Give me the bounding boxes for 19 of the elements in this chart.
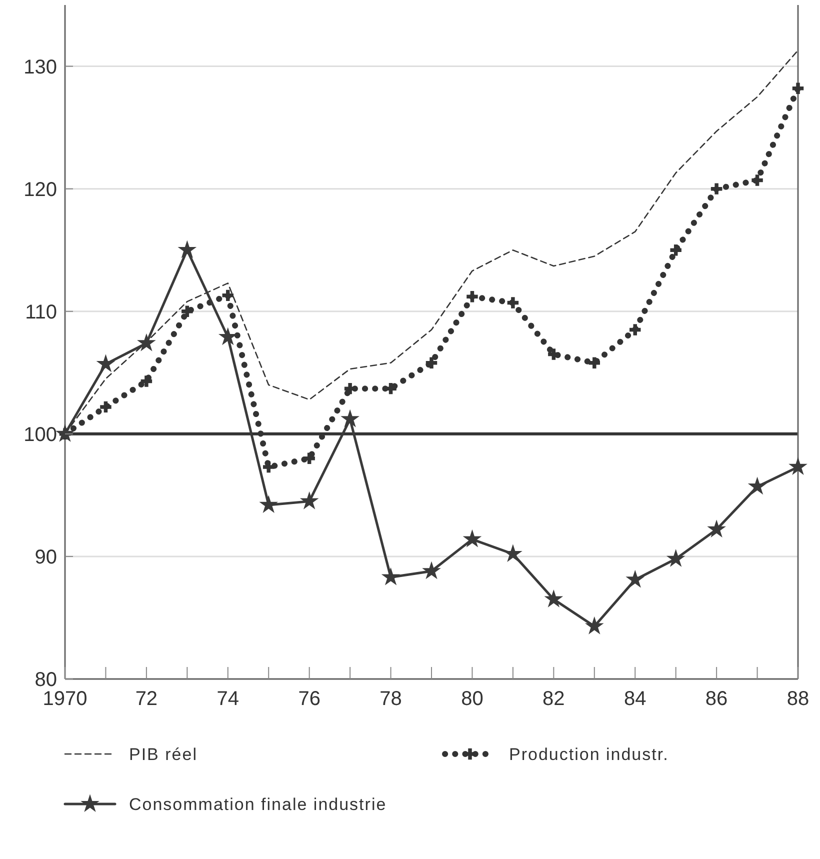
x-tick-label: 74 (216, 688, 240, 710)
x-tick-label: 88 (786, 688, 810, 710)
x-tick-label: 1970 (42, 688, 88, 710)
y-tick-label: 90 (34, 546, 57, 568)
y-tick-label: 120 (24, 178, 57, 201)
x-tick-label: 72 (135, 688, 158, 710)
legend-label: PIB réel (129, 745, 198, 764)
legend-label: Consommation finale industrie (129, 795, 387, 814)
y-tick-label: 110 (25, 301, 57, 324)
x-tick-label: 82 (542, 688, 565, 710)
y-tick-label: 130 (24, 56, 57, 78)
x-tick-label: 80 (461, 688, 484, 710)
x-tick-label: 76 (298, 688, 320, 710)
legend-label: Production industr. (509, 745, 669, 764)
x-tick-label: 84 (624, 688, 646, 710)
y-tick-label: 80 (34, 669, 57, 691)
x-tick-label: 78 (380, 688, 402, 710)
x-tick-label: 86 (705, 688, 728, 710)
y-tick-label: 100 (24, 424, 57, 446)
